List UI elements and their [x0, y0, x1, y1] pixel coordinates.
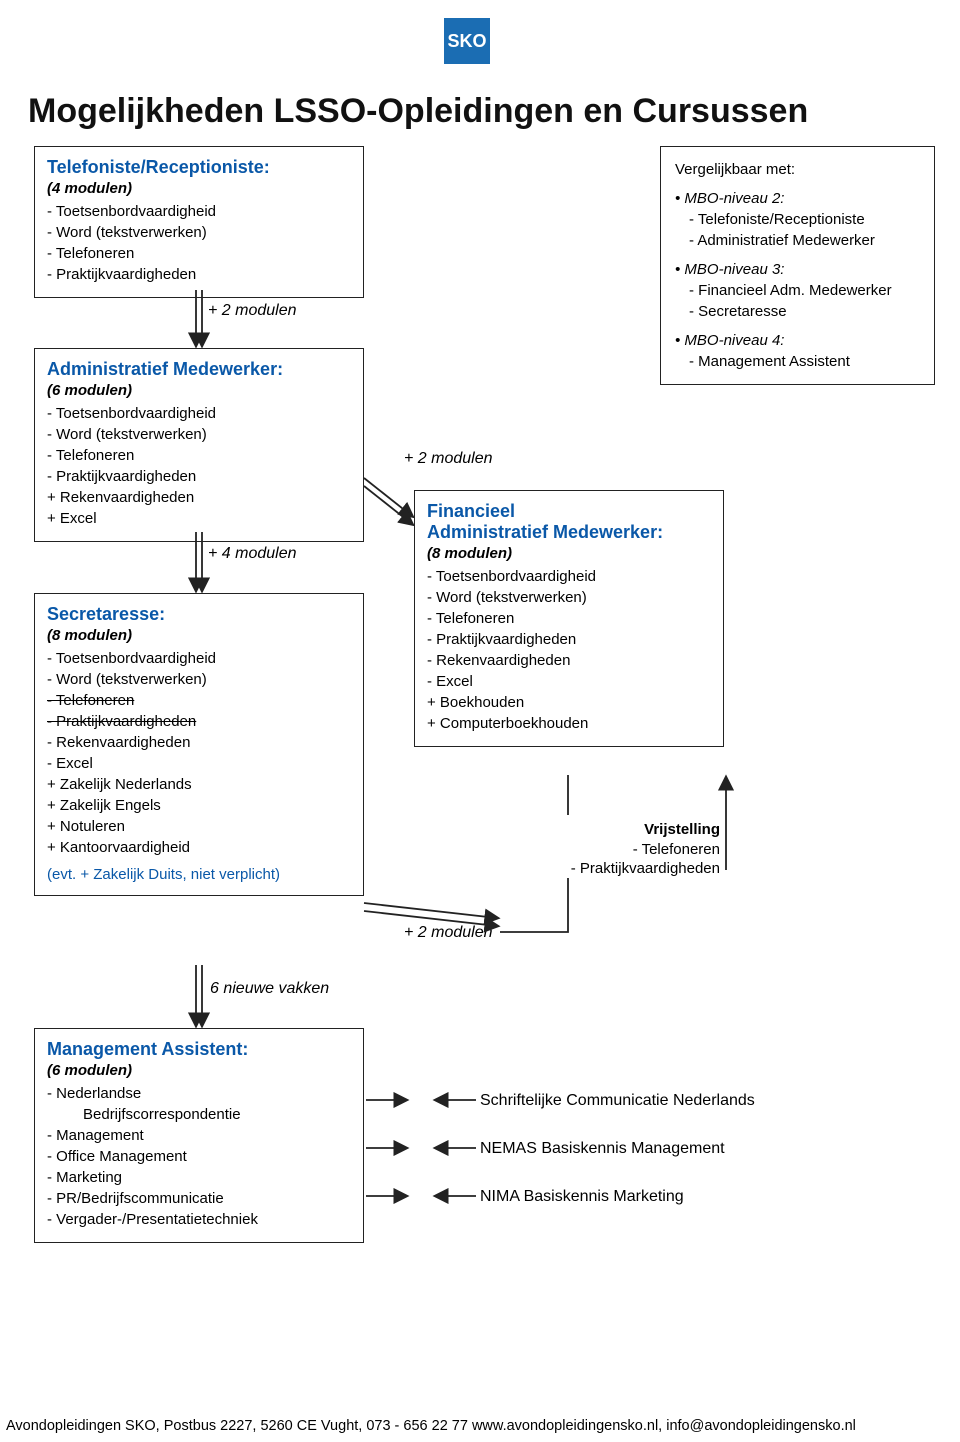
list-item: - Telefoneren	[47, 445, 351, 466]
list-item: - Office Management	[47, 1146, 351, 1167]
box-list: - Toetsenbordvaardigheid - Word (tekstve…	[427, 566, 711, 734]
sidebox-level: • MBO-niveau 4: - Management Assistent	[675, 330, 920, 372]
list-item: - Rekenvaardigheden	[47, 732, 351, 753]
list-item: - Telefoneren	[427, 608, 711, 629]
equiv-label-2: NEMAS Basiskennis Management	[480, 1140, 725, 1158]
equiv-label-3: NIMA Basiskennis Marketing	[480, 1188, 684, 1206]
box-sub: (4 modulen)	[47, 180, 351, 197]
list-item: - Toetsenbordvaardigheid	[47, 201, 351, 222]
box-list: - Nederlandse Bedrijfscorrespondentie - …	[47, 1083, 351, 1230]
box-sub: (8 modulen)	[47, 627, 351, 644]
box-sub: (6 modulen)	[47, 382, 351, 399]
list-item-strike: - Praktijkvaardigheden	[47, 711, 351, 732]
list-item: - Word (tekstverwerken)	[47, 222, 351, 243]
sidebox-level: • MBO-niveau 2: - Telefoniste/Receptioni…	[675, 188, 920, 251]
list-item: + Computerboekhouden	[427, 713, 711, 734]
list-item: + Zakelijk Engels	[47, 795, 351, 816]
list-item: + Zakelijk Nederlands	[47, 774, 351, 795]
box-telefoniste: Telefoniste/Receptioniste: (4 modulen) -…	[34, 146, 364, 298]
list-item: - Telefoneren	[47, 243, 351, 264]
box-secretaresse: Secretaresse: (8 modulen) - Toetsenbordv…	[34, 593, 364, 896]
list-item: - Excel	[427, 671, 711, 692]
connector-label-1: + 2 modulen	[208, 302, 297, 320]
box-management: Management Assistent: (6 modulen) - Nede…	[34, 1028, 364, 1243]
connector-label-2: + 4 modulen	[208, 545, 297, 563]
box-admin: Administratief Medewerker: (6 modulen) -…	[34, 348, 364, 542]
connector-label-4: + 2 modulen	[404, 924, 493, 942]
sidebox-sub: - Management Assistent	[689, 351, 920, 372]
vrij-line: - Telefoneren	[555, 840, 720, 860]
list-item: - Praktijkvaardigheden	[47, 264, 351, 285]
page-title: Mogelijkheden LSSO-Opleidingen en Cursus…	[28, 92, 808, 131]
list-item: - Toetsenbordvaardigheid	[47, 648, 351, 669]
box-title: Management Assistent:	[47, 1039, 351, 1060]
sidebox-sub: - Secretaresse	[689, 301, 920, 322]
box-title-line2: Administratief Medewerker:	[427, 522, 711, 543]
connector-label-5: 6 nieuwe vakken	[210, 980, 329, 998]
vrij-title: Vrijstelling	[555, 820, 720, 840]
list-item: - Vergader-/Presentatietechniek	[47, 1209, 351, 1230]
sidebox-sub: - Financieel Adm. Medewerker	[689, 280, 920, 301]
box-sub: (8 modulen)	[427, 545, 711, 562]
list-item: - Word (tekstverwerken)	[427, 587, 711, 608]
box-financieel: Financieel Administratief Medewerker: (8…	[414, 490, 724, 747]
box-list: - Toetsenbordvaardigheid - Word (tekstve…	[47, 403, 351, 529]
vrij-line: - Praktijkvaardigheden	[555, 859, 720, 879]
list-item: - Toetsenbordvaardigheid	[47, 403, 351, 424]
list-item: + Excel	[47, 508, 351, 529]
list-item: - Management	[47, 1125, 351, 1146]
list-item: + Boekhouden	[427, 692, 711, 713]
list-item: Bedrijfscorrespondentie	[83, 1104, 351, 1125]
list-item: - Excel	[47, 753, 351, 774]
logo-text: SKO	[447, 31, 486, 51]
list-item: - Marketing	[47, 1167, 351, 1188]
vrijstelling-block: Vrijstelling - Telefoneren - Praktijkvaa…	[555, 820, 720, 879]
sidebox-sub: - Telefoniste/Receptioniste	[689, 209, 920, 230]
sidebox-level: • MBO-niveau 3: - Financieel Adm. Medewe…	[675, 259, 920, 322]
list-item: - Word (tekstverwerken)	[47, 669, 351, 690]
box-title: Administratief Medewerker:	[47, 359, 351, 380]
box-title: Telefoniste/Receptioniste:	[47, 157, 351, 178]
list-item: - Praktijkvaardigheden	[47, 466, 351, 487]
equiv-label-1: Schriftelijke Communicatie Nederlands	[480, 1092, 755, 1110]
list-item: - PR/Bedrijfscommunicatie	[47, 1188, 351, 1209]
logo: SKO	[444, 18, 490, 64]
list-item: - Toetsenbordvaardigheid	[427, 566, 711, 587]
sidebox-sub: - Administratief Medewerker	[689, 230, 920, 251]
page-root: SKO Mogelijkheden LSSO-Opleidingen en Cu…	[0, 0, 960, 1442]
box-title: Secretaresse:	[47, 604, 351, 625]
list-item: + Notuleren	[47, 816, 351, 837]
box-note: (evt. + Zakelijk Duits, niet verplicht)	[47, 866, 351, 883]
box-vergelijkbaar: Vergelijkbaar met: • MBO-niveau 2: - Tel…	[660, 146, 935, 385]
box-sub: (6 modulen)	[47, 1062, 351, 1079]
box-list: - Toetsenbordvaardigheid - Word (tekstve…	[47, 648, 351, 858]
list-item: - Word (tekstverwerken)	[47, 424, 351, 445]
box-title-line1: Financieel	[427, 501, 711, 522]
sidebox-header: Vergelijkbaar met:	[675, 159, 920, 180]
list-item: + Kantoorvaardigheid	[47, 837, 351, 858]
footer-text: Avondopleidingen SKO, Postbus 2227, 5260…	[6, 1418, 956, 1434]
list-item: - Rekenvaardigheden	[427, 650, 711, 671]
list-item: - Praktijkvaardigheden	[427, 629, 711, 650]
box-list: - Toetsenbordvaardigheid - Word (tekstve…	[47, 201, 351, 285]
connector-label-3: + 2 modulen	[404, 450, 493, 468]
list-item-strike: - Telefoneren	[47, 690, 351, 711]
list-item: - Nederlandse	[47, 1083, 351, 1104]
list-item: + Rekenvaardigheden	[47, 487, 351, 508]
